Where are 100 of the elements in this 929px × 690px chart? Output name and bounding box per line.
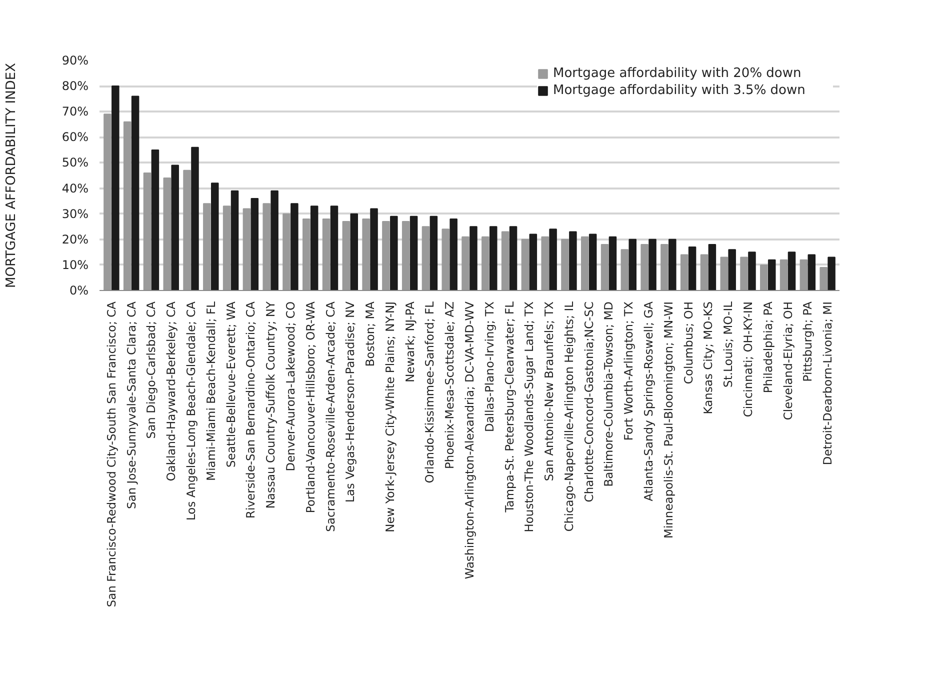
bar <box>171 164 179 290</box>
bar <box>509 226 518 290</box>
bar <box>450 218 458 290</box>
x-tick-label: Philadelphia; PA <box>760 301 775 394</box>
bar <box>422 226 430 290</box>
bar <box>430 216 438 290</box>
x-tick-label: Sacramento-Roseville-Arden-Arcade; CA <box>323 301 338 532</box>
x-tick-label: Seattle-Bellevue-Everett; WA <box>224 301 238 468</box>
x-tick-label: Detroit-Dearborn-Livonia; MI <box>820 301 835 466</box>
x-tick-label: Newark; NJ-PA <box>402 301 417 382</box>
bar <box>768 259 776 290</box>
x-tick-label: San Francisco-Redwood City-South San Francisco; CA <box>104 301 118 608</box>
x-tick-label: Columbus; OH <box>681 302 696 384</box>
bar <box>390 216 398 290</box>
bar <box>210 182 219 290</box>
bar <box>230 190 239 290</box>
x-tick-label: San Diego-Carlsbad; CA <box>144 301 158 439</box>
bar <box>688 246 696 290</box>
x-tick-label: Pittsburgh; PA <box>800 301 815 382</box>
bar <box>470 226 478 290</box>
bar <box>382 221 390 290</box>
y-tick-label: 60% <box>62 130 88 144</box>
bar <box>760 264 768 290</box>
x-tick-label: Nassau Country-Suffolk Country; NY <box>264 300 278 509</box>
bar <box>529 234 538 290</box>
bar <box>700 254 708 290</box>
bar <box>820 267 828 290</box>
bar <box>728 249 736 290</box>
bar <box>342 221 350 290</box>
x-tick-label: San Jose-Sunnyvale-Santa Clara; CA <box>124 301 138 509</box>
bar <box>648 238 656 290</box>
bar <box>350 213 358 290</box>
bar <box>402 221 410 290</box>
bar <box>561 238 569 290</box>
bar <box>608 236 617 290</box>
bar <box>748 252 756 290</box>
bar <box>569 231 577 290</box>
bar <box>322 218 330 290</box>
bar <box>362 218 370 290</box>
bar <box>131 96 140 290</box>
bar <box>242 208 251 290</box>
y-tick-label: 40% <box>62 181 88 196</box>
bar <box>151 149 160 290</box>
x-tick-label: Cleveland-Elyria; OH <box>780 301 795 420</box>
x-tick-label: Baltimore-Columbia-Towson; MD <box>602 301 616 487</box>
bar <box>580 236 589 290</box>
bar <box>163 178 172 290</box>
bar <box>262 203 270 290</box>
x-tick-label: Denver-Aurora-Lakewood; CO <box>283 302 298 472</box>
bar <box>123 121 132 290</box>
bar <box>370 208 378 290</box>
bar <box>668 238 676 290</box>
x-tick-label: Las Vegas-Henderson-Paradise; NV <box>343 301 358 503</box>
x-tick-label: Los Angeles-Long Beach-Glendale; CA <box>184 301 198 521</box>
bar <box>800 259 808 290</box>
legend-label: Mortgage affordability with 20% down <box>553 66 802 81</box>
x-tick-label: Cincinnati; OH-KY-IN <box>740 301 755 418</box>
x-tick-label: Dallas-Plano-Irving; TX <box>482 301 496 432</box>
bar <box>628 238 636 290</box>
x-tick-label: Phoenix-Mesa-Scottsdale; AZ <box>442 301 457 470</box>
bar <box>462 236 470 290</box>
bar <box>549 228 557 290</box>
bar <box>828 256 836 290</box>
x-tick-label: Atlanta-Sandy Springs-Roswell; GA <box>642 301 656 502</box>
bar <box>302 218 310 290</box>
bar <box>680 254 688 290</box>
bar <box>501 231 510 290</box>
x-tick-label: Miami-Miami Beach-Kendall; FL <box>204 300 218 481</box>
y-tick-label: 90% <box>62 54 88 68</box>
bar <box>788 252 796 290</box>
x-tick-label: Minneapolis-St. Paul-Bloomington; MN-WI <box>661 302 676 538</box>
bar <box>740 256 748 290</box>
bar <box>290 203 298 290</box>
bar <box>222 206 231 290</box>
bar <box>482 236 490 290</box>
bar <box>183 170 191 290</box>
bar <box>442 228 450 290</box>
x-tick-label: St.Louis; MO-IL <box>721 300 736 388</box>
x-tick-label: Kansas City; MO-KS <box>701 301 716 414</box>
x-tick-label: Portland-Vancouver-Hillsboro; OR-WA <box>303 301 318 514</box>
y-tick-label: 50% <box>62 156 88 170</box>
bar <box>104 114 112 290</box>
bar <box>660 244 668 290</box>
x-tick-label: Orlando-Kissimmee-Sanford; FL <box>422 300 437 484</box>
y-tick-label: 20% <box>62 232 88 246</box>
bar <box>330 206 338 290</box>
bar <box>270 190 278 290</box>
bar <box>600 244 609 290</box>
bar <box>282 213 290 290</box>
bar <box>191 146 199 290</box>
x-tick-label: San Antonio-New Braunfels; TX <box>542 301 556 482</box>
bar <box>780 259 788 290</box>
bar <box>250 198 259 290</box>
bar <box>143 172 152 290</box>
bar <box>588 234 597 290</box>
bar <box>521 238 530 290</box>
y-tick-label: 10% <box>62 258 88 272</box>
y-tick-label: 70% <box>62 104 88 119</box>
bar <box>720 256 728 290</box>
bar <box>640 244 648 290</box>
